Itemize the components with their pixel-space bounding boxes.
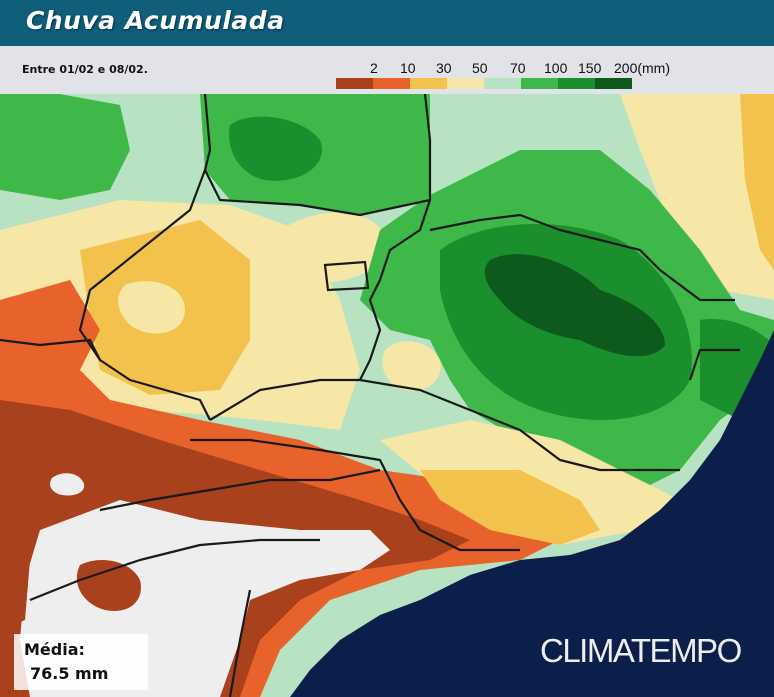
average-label: Média: [24,640,85,659]
rain-zone-brown-spot [76,560,141,611]
rain-zone-left-green [0,94,130,200]
map-title: Chuva Acumulada [26,6,285,35]
legend-swatch-150-200 [558,78,595,89]
legend-swatch-30-50 [410,78,447,89]
ocean [290,330,774,697]
rain-zone-west-cream-spot [118,281,185,334]
legend-swatch-100-150 [521,78,558,89]
average-box: Média: 76.5 mm [14,634,148,690]
federal-district [323,260,370,292]
legend-label-50: 50 [472,60,488,76]
rain-zone-dry-spot [50,473,85,496]
average-value: 76.5 mm [30,664,109,683]
legend-swatch-10-30 [373,78,410,89]
legend-label-150: 150 [578,60,602,76]
legend-swatch-70-100 [484,78,521,89]
rain-zone-center-cream-spot [382,341,441,391]
precip-legend: 2 10 30 50 70 100 150 200(mm) [332,58,692,92]
rain-zone-right-yellow [740,94,774,270]
legend-label-10: 10 [400,60,416,76]
legend-label-70: 70 [510,60,526,76]
rain-zone-right-cream [620,94,774,300]
rain-zone-central-deepgreen [484,254,665,357]
climatempo-logo: CLIMATEMPO [540,632,742,669]
title-bar: Chuva Acumulada [0,0,774,46]
legend-label-100: 100 [544,60,568,76]
legend-swatch-2-10 [336,78,373,89]
rain-zone-upper-darkgreen [229,116,322,181]
rain-zone-se-yellow [420,470,600,545]
rain-zone-sw-brown-fringe [0,560,30,630]
rain-zone-center-cream [276,212,390,283]
legend-label-2: 2 [370,60,378,76]
rainfall-map [0,94,774,697]
legend-swatch-50-70 [447,78,484,89]
legend-swatch-200-plus [595,78,632,89]
state-borders [0,94,740,697]
legend-label-200: 200(mm) [614,60,671,76]
legend-color-bar [336,78,632,89]
period-label: Entre 01/02 e 08/02. [22,63,148,76]
legend-label-30: 30 [436,60,452,76]
